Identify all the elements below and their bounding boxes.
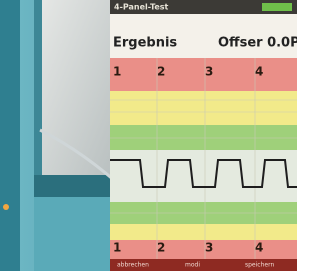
- soft-button[interactable]: abbrechen: [117, 262, 149, 269]
- frame-sill: [34, 175, 114, 197]
- band-red: [110, 240, 297, 259]
- offset: Offser 0.0P: [218, 36, 297, 51]
- panel-label: 2: [157, 241, 165, 255]
- photo: 4-Panel-Test Ergebnis Offser 0.0P 1 2 3 4 1 2…: [0, 0, 297, 271]
- panel-label: 3: [205, 241, 213, 255]
- band-yellow: [110, 91, 297, 125]
- band-green: [110, 125, 297, 150]
- frame-bar: [34, 0, 42, 185]
- heading: Ergebnis: [113, 36, 177, 51]
- panel-label: 1: [113, 241, 121, 255]
- panel-label: 4: [255, 241, 263, 255]
- band-center: [110, 150, 297, 202]
- device-screen: 4-Panel-Test Ergebnis Offser 0.0P: [110, 0, 297, 271]
- window-glass: [38, 0, 110, 180]
- screen-title: 4-Panel-Test: [114, 3, 169, 12]
- soft-button[interactable]: modi: [185, 262, 200, 269]
- frame-lower: [34, 197, 114, 271]
- panel-label: 1: [113, 65, 121, 79]
- panel-label: 3: [205, 65, 213, 79]
- band-yellow: [110, 224, 297, 240]
- panel-label: 2: [157, 65, 165, 79]
- band-red: [110, 58, 297, 91]
- frame-edge: [0, 0, 20, 271]
- soft-button[interactable]: speichern: [245, 262, 274, 269]
- battery: [262, 3, 292, 11]
- panel-label: 4: [255, 65, 263, 79]
- light-dot: [3, 204, 9, 210]
